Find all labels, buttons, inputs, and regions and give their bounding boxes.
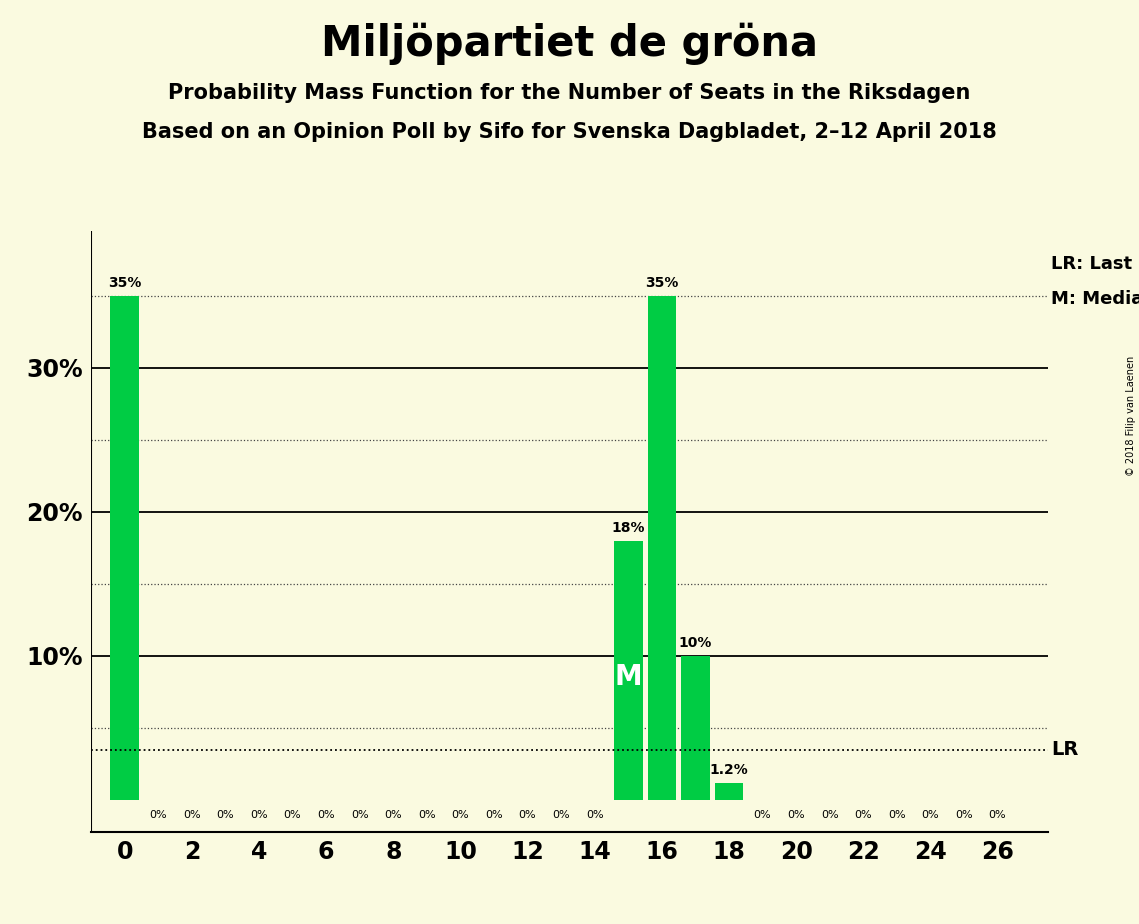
Text: Miljöpartiet de gröna: Miljöpartiet de gröna <box>321 23 818 66</box>
Bar <box>714 783 744 800</box>
Bar <box>648 296 677 800</box>
Text: 0%: 0% <box>921 810 940 820</box>
Text: 35%: 35% <box>108 276 141 290</box>
Text: 0%: 0% <box>251 810 268 820</box>
Text: © 2018 Filip van Laenen: © 2018 Filip van Laenen <box>1126 356 1136 476</box>
Text: LR: LR <box>1051 740 1079 759</box>
Text: LR: Last Result: LR: Last Result <box>1051 255 1139 274</box>
Text: 0%: 0% <box>451 810 469 820</box>
Text: 0%: 0% <box>418 810 435 820</box>
Text: 0%: 0% <box>518 810 536 820</box>
Text: M: Median: M: Median <box>1051 290 1139 308</box>
Text: 35%: 35% <box>645 276 679 290</box>
Text: 0%: 0% <box>585 810 604 820</box>
Text: M: M <box>614 663 642 691</box>
Text: 0%: 0% <box>854 810 872 820</box>
Text: 0%: 0% <box>485 810 502 820</box>
Text: 0%: 0% <box>989 810 1007 820</box>
Text: 0%: 0% <box>888 810 906 820</box>
Bar <box>681 656 710 800</box>
Text: 0%: 0% <box>552 810 570 820</box>
Text: Probability Mass Function for the Number of Seats in the Riksdagen: Probability Mass Function for the Number… <box>169 83 970 103</box>
Text: 10%: 10% <box>679 636 712 650</box>
Text: 0%: 0% <box>385 810 402 820</box>
Text: 0%: 0% <box>821 810 838 820</box>
Text: 0%: 0% <box>149 810 167 820</box>
Text: 0%: 0% <box>284 810 302 820</box>
Text: 0%: 0% <box>318 810 335 820</box>
Text: 1.2%: 1.2% <box>710 763 748 777</box>
Text: 0%: 0% <box>216 810 235 820</box>
Text: 0%: 0% <box>956 810 973 820</box>
Text: 0%: 0% <box>787 810 805 820</box>
Text: 0%: 0% <box>351 810 369 820</box>
Bar <box>110 296 139 800</box>
Text: 18%: 18% <box>612 521 645 535</box>
Text: 0%: 0% <box>183 810 200 820</box>
Text: Based on an Opinion Poll by Sifo for Svenska Dagbladet, 2–​12 April 2018: Based on an Opinion Poll by Sifo for Sve… <box>142 122 997 142</box>
Bar <box>614 541 642 800</box>
Text: 0%: 0% <box>754 810 771 820</box>
